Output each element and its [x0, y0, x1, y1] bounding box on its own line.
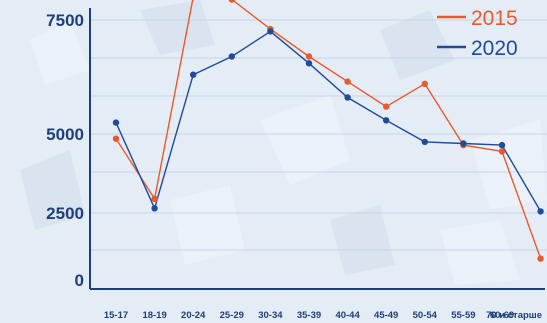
background-pattern: [20, 0, 547, 285]
data-point-2020: [344, 94, 351, 101]
data-point-2020: [498, 141, 506, 149]
x-tick-label: 18-19: [142, 310, 166, 321]
data-point-2015: [421, 80, 428, 88]
y-tick-label: 0: [75, 271, 84, 290]
data-point-2020: [383, 117, 390, 124]
x-tick-label: 55-59: [451, 310, 475, 321]
gridlines: [90, 19, 547, 251]
x-tick-label: 60-69: [490, 310, 514, 321]
background-shape: [380, 10, 455, 80]
data-point-2020: [421, 138, 428, 146]
series-line-2020: [115, 30, 542, 212]
x-tick-label: 25-29: [220, 310, 244, 321]
x-tick-labels: 15-17 18-19 20-24 25-29 30-34 35-39 40-44 45-49…: [104, 310, 542, 321]
data-point-2015: [383, 103, 390, 110]
data-point-2015: [344, 78, 351, 85]
data-point-2015: [112, 135, 120, 142]
x-tick-label: 40-44: [335, 310, 360, 321]
data-point-2015: [537, 255, 544, 262]
y-tick-labels: 7500 5000 2500 0: [46, 11, 84, 290]
data-point-2020: [228, 53, 235, 60]
background-shape: [330, 205, 395, 275]
series-line-2015: [115, 0, 542, 259]
background-shape: [170, 185, 245, 265]
data-point-2020: [460, 140, 467, 147]
x-tick-label: 70 и старше: [486, 310, 542, 321]
data-point-2020: [151, 205, 158, 212]
data-point-2020: [537, 208, 544, 215]
background-shape: [20, 150, 85, 230]
x-tick-label: 30-34: [258, 310, 283, 321]
x-tick-label: 45-49: [374, 310, 398, 321]
y-tick-label: 7500: [46, 11, 84, 30]
background-shape: [440, 220, 520, 285]
data-point-2020: [112, 119, 120, 126]
x-tick-label: 20-24: [181, 310, 206, 321]
x-tick-label: 15-17: [104, 310, 128, 321]
data-point-2015: [305, 53, 313, 60]
x-tick-label: 50-54: [413, 310, 438, 321]
data-point-2020: [267, 28, 274, 35]
y-tick-label: 2500: [46, 204, 84, 223]
background-shape: [470, 120, 547, 210]
legend-label-2020: 2020: [471, 37, 518, 60]
data-point-2015: [228, 0, 235, 3]
series-lines: [115, 0, 542, 259]
background-shape: [140, 0, 215, 55]
legend-label-2015: 2015: [471, 7, 518, 30]
background-shape: [30, 20, 90, 85]
y-tick-label: 5000: [46, 125, 84, 144]
series-points: [112, 0, 544, 262]
background-shape: [260, 95, 350, 185]
data-point-2020: [305, 60, 313, 67]
legend: 2015 2020: [437, 7, 518, 60]
data-point-2015: [498, 148, 506, 155]
data-point-2015: [151, 195, 158, 202]
data-point-2020: [190, 71, 197, 78]
x-tick-label: 35-39: [297, 310, 321, 321]
